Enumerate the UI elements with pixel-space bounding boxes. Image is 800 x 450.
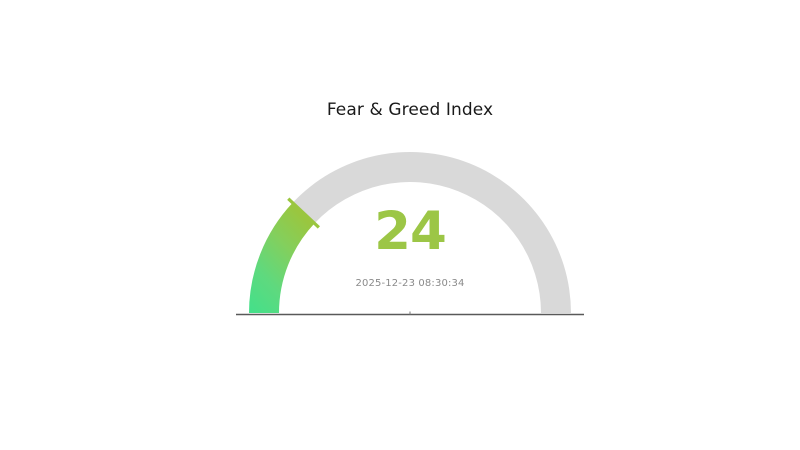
gauge-needle-marker [287, 197, 320, 229]
chart-title: Fear & Greed Index [326, 100, 494, 120]
gauge-track-arc [292, 152, 571, 313]
gauge-value-arc [249, 202, 315, 313]
